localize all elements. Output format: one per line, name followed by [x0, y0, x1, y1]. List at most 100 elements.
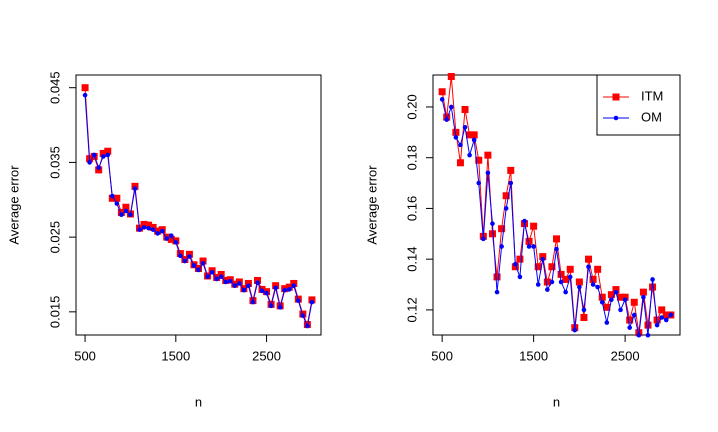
marker: [447, 73, 455, 81]
marker: [644, 321, 652, 329]
marker: [104, 147, 112, 155]
marker: [522, 218, 527, 224]
legend-marker: [613, 115, 619, 121]
marker: [241, 287, 247, 293]
marker: [604, 320, 610, 325]
marker: [653, 316, 661, 324]
marker: [453, 135, 459, 140]
marker: [627, 325, 632, 330]
x-tick-label: 2500: [611, 348, 640, 363]
marker: [508, 180, 514, 186]
marker: [91, 152, 97, 158]
marker: [191, 263, 197, 268]
marker: [277, 305, 283, 310]
marker: [621, 293, 629, 301]
marker: [534, 263, 542, 271]
marker: [649, 283, 657, 291]
marker: [146, 225, 151, 231]
marker: [654, 322, 660, 328]
marker: [598, 293, 606, 301]
marker: [641, 294, 646, 300]
marker: [481, 236, 486, 242]
marker: [452, 128, 460, 136]
marker: [438, 88, 446, 96]
plot-frame: [75, 74, 322, 336]
y-tick-label: 0.015: [47, 296, 62, 329]
marker: [590, 282, 596, 287]
y-tick-label: 0.035: [47, 146, 62, 179]
marker: [296, 298, 301, 303]
marker: [662, 311, 670, 319]
marker: [618, 307, 623, 313]
marker: [264, 290, 269, 296]
marker: [494, 289, 500, 295]
marker: [167, 235, 175, 243]
marker: [490, 221, 495, 226]
marker: [439, 97, 445, 102]
y-tick-label: 0.14: [404, 246, 419, 271]
marker: [507, 166, 515, 174]
marker: [586, 264, 591, 270]
marker: [499, 244, 504, 249]
marker: [458, 142, 463, 148]
y-axis-label: Average error: [364, 165, 379, 245]
x-axis-label: n: [195, 394, 202, 409]
marker: [114, 201, 120, 206]
marker: [563, 289, 568, 295]
marker: [603, 303, 611, 311]
marker: [502, 192, 510, 200]
marker: [549, 279, 555, 285]
marker: [471, 137, 477, 143]
marker: [612, 286, 620, 294]
marker: [122, 203, 130, 211]
marker: [448, 104, 454, 110]
marker: [525, 237, 533, 245]
marker: [214, 276, 219, 282]
legend-box: [596, 74, 681, 136]
x-tick-label: 1500: [519, 348, 548, 363]
marker: [159, 228, 165, 234]
marker: [543, 278, 551, 286]
marker: [462, 124, 468, 130]
marker: [566, 265, 574, 273]
marker: [562, 275, 570, 283]
marker: [227, 278, 233, 284]
marker: [545, 287, 550, 292]
marker: [513, 261, 518, 267]
marker: [503, 206, 509, 211]
marker: [255, 280, 260, 286]
y-tick-label: 0.18: [404, 145, 419, 170]
marker: [617, 293, 625, 301]
marker: [187, 254, 192, 259]
marker: [128, 212, 133, 218]
marker: [246, 283, 251, 288]
marker: [209, 269, 215, 275]
marker: [100, 154, 106, 159]
x-axis-label: n: [553, 394, 560, 409]
marker: [589, 275, 597, 283]
marker: [140, 220, 148, 228]
marker: [485, 170, 491, 176]
marker: [639, 288, 647, 296]
marker: [250, 299, 256, 305]
marker: [581, 307, 587, 313]
marker: [113, 194, 121, 202]
marker: [553, 235, 560, 243]
marker: [155, 231, 160, 236]
marker: [309, 299, 315, 305]
marker: [577, 284, 582, 290]
marker: [613, 289, 619, 295]
marker: [461, 105, 469, 113]
marker: [526, 244, 532, 249]
marker: [493, 273, 501, 281]
marker: [196, 267, 201, 273]
marker: [663, 317, 669, 323]
marker: [585, 255, 593, 263]
x-tick-label: 500: [431, 348, 453, 363]
marker: [609, 297, 614, 303]
marker: [530, 222, 538, 230]
marker: [273, 285, 278, 291]
plot-frame: [432, 74, 681, 336]
y-axis-label: Average error: [6, 165, 21, 245]
marker: [554, 246, 559, 252]
